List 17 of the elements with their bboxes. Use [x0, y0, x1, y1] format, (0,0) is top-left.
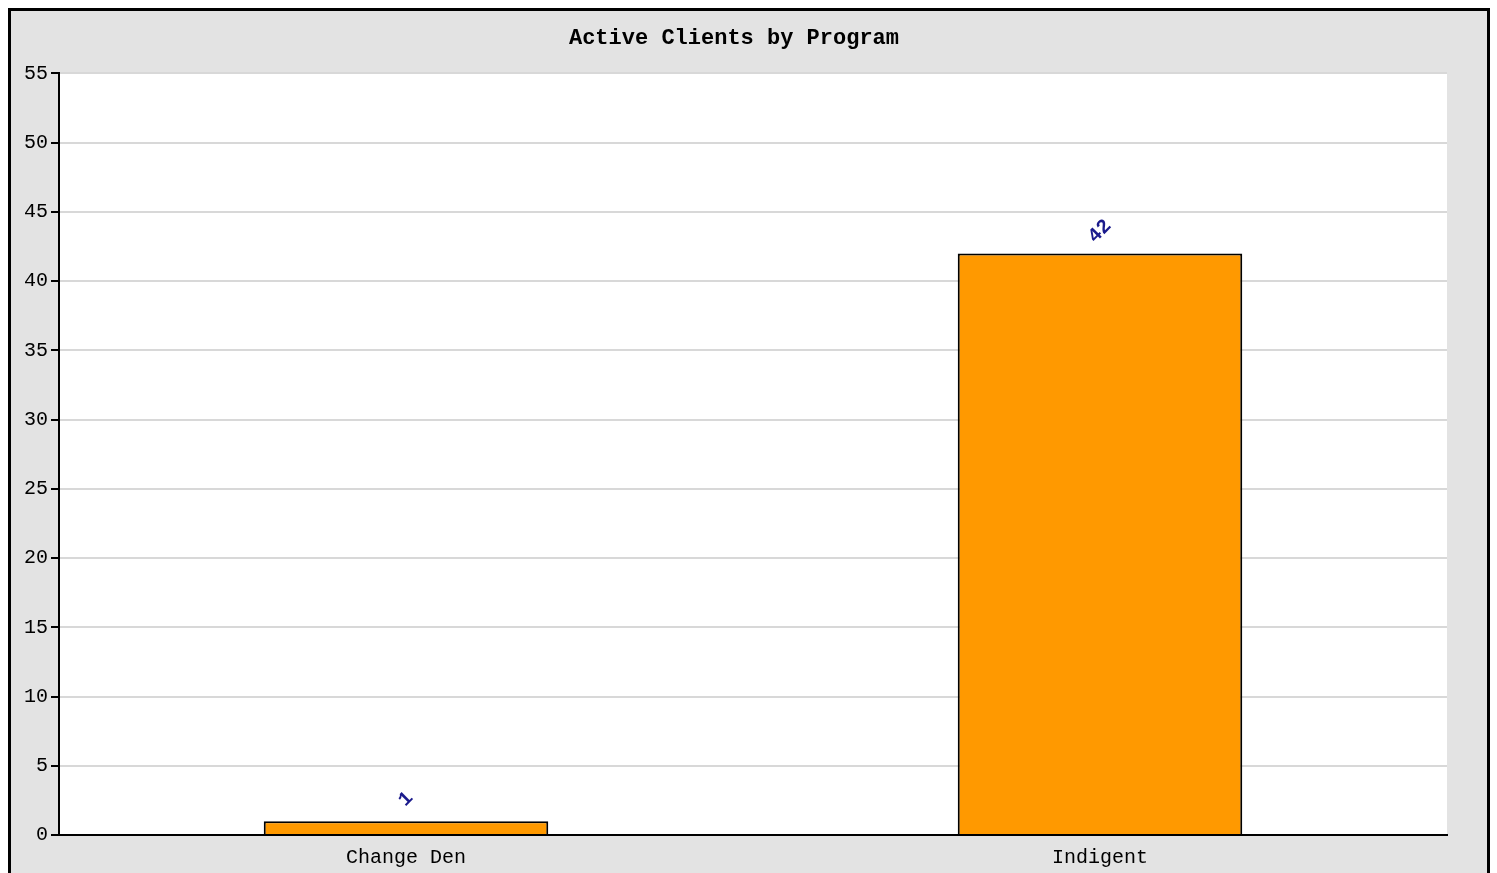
y-tick-label: 25 [23, 477, 48, 501]
y-tick-label: 50 [23, 130, 48, 154]
y-tick-label: 35 [23, 338, 48, 362]
y-tick-label: 10 [23, 684, 48, 708]
y-tick-label: 15 [23, 615, 48, 639]
data-label: 42 [1083, 214, 1117, 248]
x-tick-label: Change Den [345, 846, 467, 870]
chart-title: Active Clients by Program [568, 25, 900, 51]
y-tick-label: 0 [35, 823, 48, 847]
y-tick-label: 5 [35, 754, 48, 778]
y-tick-label: 40 [23, 269, 48, 293]
y-tick-label: 20 [23, 546, 48, 570]
x-tick-label: Indigent [1051, 846, 1149, 870]
y-tick-label: 55 [23, 61, 48, 85]
y-tick-label: 30 [23, 407, 48, 431]
y-tick-label: 45 [23, 200, 48, 224]
data-label: 1 [393, 786, 419, 812]
